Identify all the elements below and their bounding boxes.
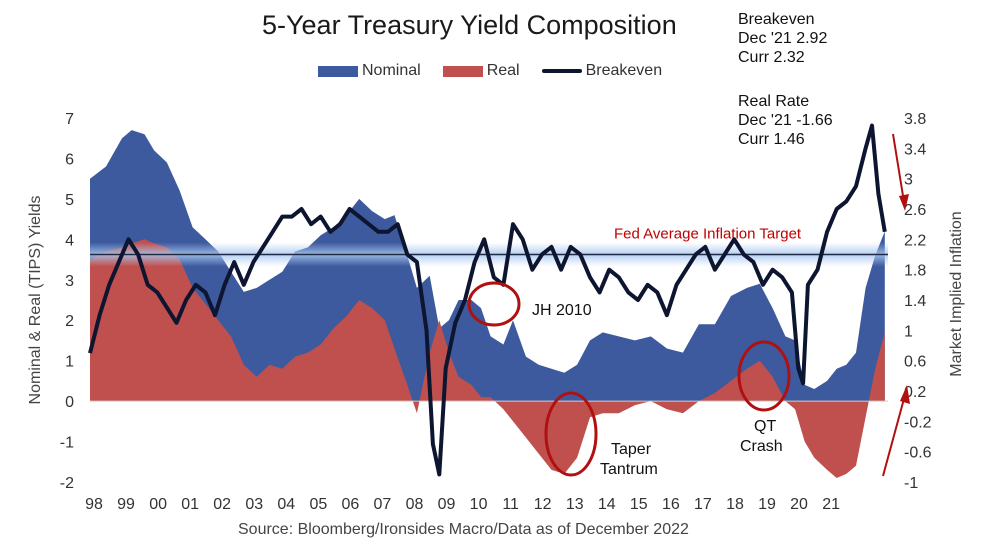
source-note: Source: Bloomberg/Ironsides Macro/Data a… xyxy=(238,521,689,538)
down-arrow xyxy=(892,133,905,203)
x-tick-label: 12 xyxy=(534,496,552,513)
x-tick-label: 16 xyxy=(662,496,680,513)
y-tick-label: 3 xyxy=(65,273,74,290)
y-tick-label: 2 xyxy=(65,313,74,330)
taper-tantrum-circle xyxy=(544,391,598,477)
y2-tick-label: 0.6 xyxy=(904,354,926,371)
y-tick-label: 0 xyxy=(65,394,74,411)
y-tick-label: -1 xyxy=(60,435,74,452)
real-rate-note: Real Rate Dec '21 -1.66 Curr 1.46 xyxy=(738,93,833,148)
jh2010-label: JH 2010 xyxy=(532,302,592,319)
y-tick-label: -2 xyxy=(60,475,74,492)
x-tick-label: 98 xyxy=(85,496,103,513)
taper-tantrum-label-2: Tantrum xyxy=(600,461,658,478)
y2-tick-label: 1.8 xyxy=(904,263,926,280)
y-tick-label: 1 xyxy=(65,354,74,371)
legend-real: Real xyxy=(442,62,520,80)
qt-crash-label-2: Crash xyxy=(740,438,783,455)
x-tick-label: 05 xyxy=(309,496,327,513)
down-arrow-head xyxy=(899,194,909,211)
y2-tick-label: 3 xyxy=(904,172,913,189)
qt-crash-label-1: QT xyxy=(754,418,776,435)
x-tick-label: 14 xyxy=(598,496,616,513)
x-tick-label: 01 xyxy=(181,496,199,513)
x-tick-label: 11 xyxy=(502,496,519,513)
y2-tick-label: 0.2 xyxy=(904,384,926,401)
y2-tick-label: -1 xyxy=(904,475,918,492)
y2-tick-label: 2.6 xyxy=(904,202,926,219)
legend-breakeven: Breakeven xyxy=(541,62,663,80)
y-tick-label: 5 xyxy=(65,192,74,209)
x-tick-label: 04 xyxy=(277,496,295,513)
x-tick-label: 06 xyxy=(341,496,359,513)
y2-tick-label: 1.4 xyxy=(904,293,926,310)
qt-crash-circle xyxy=(737,340,791,412)
chart-title: 5-Year Treasury Yield Composition xyxy=(262,10,677,40)
y-tick-label: 6 xyxy=(65,151,74,168)
x-tick-label: 00 xyxy=(149,496,167,513)
x-tick-label: 20 xyxy=(790,496,808,513)
area-nominal xyxy=(90,130,885,402)
x-tick-label: 13 xyxy=(566,496,584,513)
y2-tick-label: 3.8 xyxy=(904,111,926,128)
x-tick-label: 19 xyxy=(758,496,776,513)
y2-tick-label: 2.2 xyxy=(904,232,926,249)
up-arrow xyxy=(882,394,906,477)
legend: Nominal Real Breakeven xyxy=(318,62,662,80)
breakeven-note: Breakeven Dec '21 2.92 Curr 2.32 xyxy=(738,11,828,66)
taper-tantrum-label-1: Taper xyxy=(611,441,652,458)
x-tick-label: 07 xyxy=(374,496,392,513)
y-tick-label: 7 xyxy=(65,111,74,128)
x-tick-label: 02 xyxy=(213,496,231,513)
legend-breakeven-swatch xyxy=(541,69,582,73)
x-tick-label: 03 xyxy=(245,496,263,513)
x-tick-label: 18 xyxy=(726,496,744,513)
legend-nominal-label: Nominal xyxy=(362,62,421,79)
x-tick-label: 09 xyxy=(438,496,456,513)
x-tick-label: 10 xyxy=(470,496,488,513)
x-tick-label: 17 xyxy=(694,496,712,513)
y-tick-label: 4 xyxy=(65,232,74,249)
x-tick-label: 08 xyxy=(406,496,424,513)
legend-nominal: Nominal xyxy=(318,62,421,80)
legend-real-swatch xyxy=(442,65,483,77)
jh2010-circle xyxy=(467,281,521,327)
line-breakeven xyxy=(88,123,887,477)
y2-axis-title: Market Implied Inflation xyxy=(948,211,965,376)
up-arrow-head xyxy=(900,385,910,404)
legend-real-label: Real xyxy=(486,62,520,79)
x-tick-label: 21 xyxy=(822,496,840,513)
legend-nominal-swatch xyxy=(318,65,358,77)
y2-tick-label: 1 xyxy=(904,323,913,340)
y-axis-title: Nominal & Real (TIPS) Yields xyxy=(27,196,44,405)
reference-line-label: Fed Average Inflation Target xyxy=(614,226,802,243)
y2-tick-label: -0.2 xyxy=(904,414,932,431)
x-tick-label: 99 xyxy=(117,496,135,513)
x-tick-label: 15 xyxy=(630,496,648,513)
legend-breakeven-label: Breakeven xyxy=(585,62,663,79)
y2-tick-label: 3.4 xyxy=(904,141,926,158)
y2-tick-label: -0.6 xyxy=(904,445,932,462)
